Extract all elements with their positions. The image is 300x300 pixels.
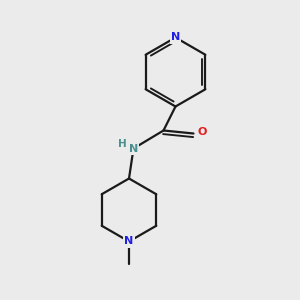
Text: N: N [171, 32, 180, 43]
Text: N: N [129, 143, 138, 154]
Text: O: O [197, 127, 207, 137]
Text: N: N [124, 236, 134, 247]
Text: H: H [118, 139, 127, 149]
